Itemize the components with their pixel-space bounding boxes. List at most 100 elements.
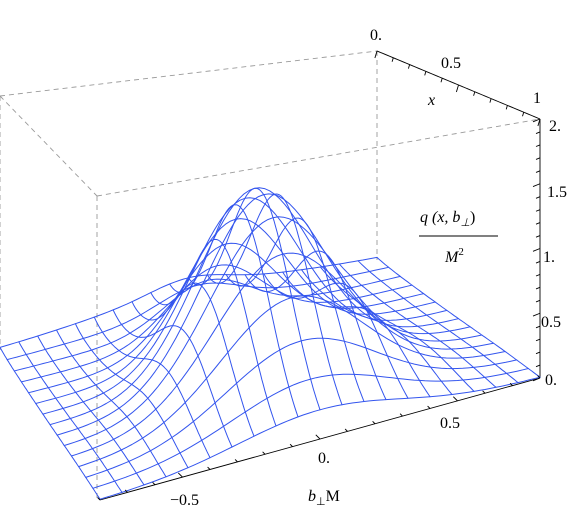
mesh-line-const-x xyxy=(13,275,401,372)
b-label-main: b xyxy=(308,488,316,505)
z-tick-mark xyxy=(535,222,541,225)
b-tick-mark xyxy=(315,434,321,440)
x-axis-label: x xyxy=(427,92,435,109)
mesh-line-const-b xyxy=(357,260,519,384)
mesh-line-const-b xyxy=(0,346,101,500)
mesh-line-const-b xyxy=(244,250,387,401)
z-tick-label: 0.5 xyxy=(541,314,561,331)
x-tick-label: 1 xyxy=(533,90,541,107)
z-tick-mark xyxy=(535,131,541,134)
x-tick-mark xyxy=(537,118,541,127)
z-tick-mark xyxy=(535,286,541,290)
z-tick-mark xyxy=(532,118,541,123)
b-tick-label: 0.5 xyxy=(440,415,460,432)
b-tick-mark xyxy=(234,459,238,463)
mesh-line-const-x xyxy=(99,376,541,500)
mesh-line-const-b xyxy=(93,316,211,459)
mesh-line-const-x xyxy=(20,264,413,383)
mesh-line-const-b xyxy=(301,269,453,395)
x-tick-mark xyxy=(424,71,427,76)
z-tick-mark xyxy=(535,235,541,238)
mesh-line-const-x xyxy=(28,242,425,394)
b-tick-mark xyxy=(289,443,293,447)
b-tick-mark xyxy=(509,382,513,386)
z-tick-mark xyxy=(532,183,541,187)
b-tick-mark xyxy=(427,405,431,409)
mesh-line-const-b xyxy=(112,309,233,448)
z-tick-mark xyxy=(535,338,541,342)
z-label-M: M xyxy=(444,249,460,266)
x-tick-label: 0.5 xyxy=(441,55,461,72)
b-tick-mark xyxy=(152,482,156,486)
b-tick-mark xyxy=(177,472,183,478)
b-tick-label: −0.5 xyxy=(170,492,199,509)
x-tick-mark xyxy=(505,105,508,110)
z-label-sup: 2 xyxy=(458,246,464,258)
box-edge-top-front xyxy=(0,95,98,197)
b-tick-mark xyxy=(399,413,403,417)
tick-marks xyxy=(97,50,541,501)
z-tick-label: 2. xyxy=(549,118,561,135)
b-tick-mark xyxy=(372,421,376,425)
x-tick-mark xyxy=(440,78,443,83)
mesh-line-const-b xyxy=(282,271,431,398)
z-tick-mark xyxy=(535,261,541,264)
x-tick-label: 0. xyxy=(370,27,382,44)
b-tick-mark xyxy=(262,451,266,455)
z-tick-mark xyxy=(535,144,541,147)
z-axis-label: q (x, b⊥) M2 xyxy=(419,209,498,266)
z-tick-label: 1.5 xyxy=(547,184,567,201)
x-tick-mark xyxy=(374,50,378,59)
mesh-line-const-b xyxy=(319,266,475,392)
b-tick-mark xyxy=(207,466,211,470)
z-tick-mark xyxy=(535,209,541,212)
mesh-line-const-b xyxy=(206,193,343,406)
b-tick-mark xyxy=(344,428,348,432)
b-tick-mark xyxy=(97,497,101,501)
z-tick-mark xyxy=(535,196,541,199)
b-tick-label: 0. xyxy=(318,450,330,467)
x-tick-mark xyxy=(391,57,394,62)
x-tick-mark xyxy=(489,98,492,103)
mesh-line-const-b xyxy=(263,273,409,399)
z-tick-mark xyxy=(532,377,541,382)
z-tick-label: 1. xyxy=(543,249,555,266)
svg-text:M2: M2 xyxy=(444,246,464,266)
b-label-tail: M xyxy=(326,488,340,505)
b-tick-mark xyxy=(124,489,128,493)
z-tick-mark xyxy=(535,170,541,173)
mesh-line-const-b xyxy=(169,204,299,418)
z-label-q: q (x, b xyxy=(420,209,460,226)
z-label-sub: ⊥ xyxy=(460,217,470,229)
mesh-line-const-b xyxy=(18,341,123,493)
b-tick-mark xyxy=(452,396,458,402)
b-tick-mark xyxy=(482,390,486,394)
mesh-line-const-x xyxy=(6,266,390,361)
mesh-line-const-b xyxy=(37,335,145,486)
z-tick-mark xyxy=(532,312,541,317)
b-axis-label: b⊥M xyxy=(308,488,340,508)
x-tick-mark xyxy=(473,91,476,96)
z-tick-mark xyxy=(532,248,541,252)
svg-text:q (x, b⊥): q (x, b⊥) xyxy=(420,209,475,229)
mesh-line-const-b xyxy=(56,329,167,478)
z-tick-mark xyxy=(535,157,541,160)
z-label-close: ) xyxy=(470,209,475,226)
mesh-line-const-b xyxy=(188,187,321,411)
z-tick-mark xyxy=(535,325,541,329)
mesh-line-const-b xyxy=(74,323,189,469)
b-label-sub: ⊥ xyxy=(316,496,326,508)
z-tick-mark xyxy=(535,351,541,355)
mesh-line-const-b xyxy=(376,256,541,378)
x-tick-mark xyxy=(455,84,459,93)
z-tick-mark xyxy=(535,364,541,368)
z-tick-mark xyxy=(535,299,541,303)
x-tick-mark xyxy=(407,64,411,69)
x-tick-mark xyxy=(522,112,525,117)
z-tick-label: 0. xyxy=(545,372,557,389)
box-edge-top-right xyxy=(96,118,541,197)
surface-mesh xyxy=(0,187,541,500)
mesh-line-const-b xyxy=(338,263,497,388)
z-tick-mark xyxy=(535,273,541,277)
